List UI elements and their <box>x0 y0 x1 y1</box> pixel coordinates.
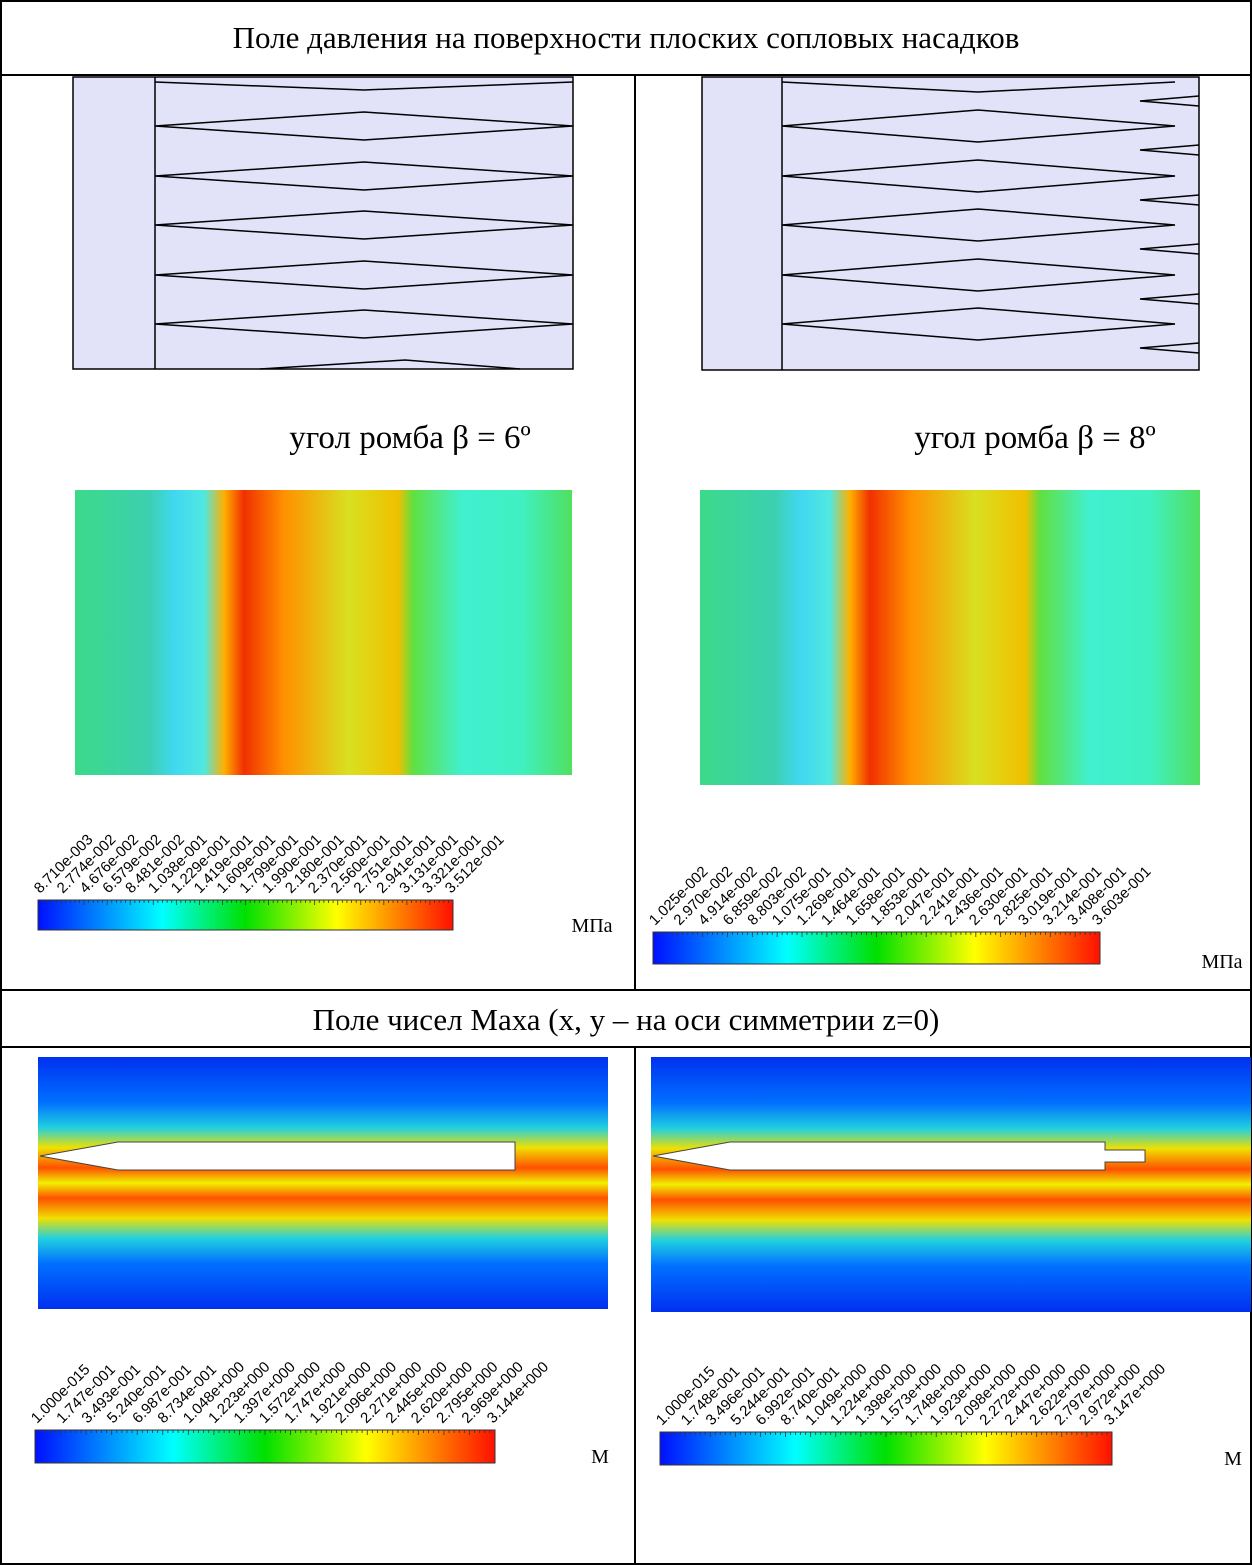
caption: угол ромба β = 8º <box>914 420 1156 456</box>
color-bar <box>34 1429 496 1464</box>
unit-label: МПа <box>571 915 612 937</box>
unit-label: М <box>591 1446 609 1468</box>
nozzle-geometry <box>701 76 1200 371</box>
section-title: Поле чисел Маха (x, y – на оси симметрии… <box>313 1002 940 1037</box>
color-bar <box>659 1431 1113 1466</box>
unit-label: МПа <box>1201 951 1242 973</box>
pressure-contour <box>700 490 1200 785</box>
mach-contour <box>651 1057 1251 1312</box>
unit-label: М <box>1224 1448 1242 1470</box>
caption: угол ромба β = 6º <box>289 420 531 456</box>
mach-contour <box>38 1057 608 1309</box>
color-bar <box>652 931 1101 965</box>
section-title: Поле давления на поверхности плоских соп… <box>233 20 1020 55</box>
pressure-contour <box>75 490 572 775</box>
nozzle-geometry <box>72 76 574 370</box>
